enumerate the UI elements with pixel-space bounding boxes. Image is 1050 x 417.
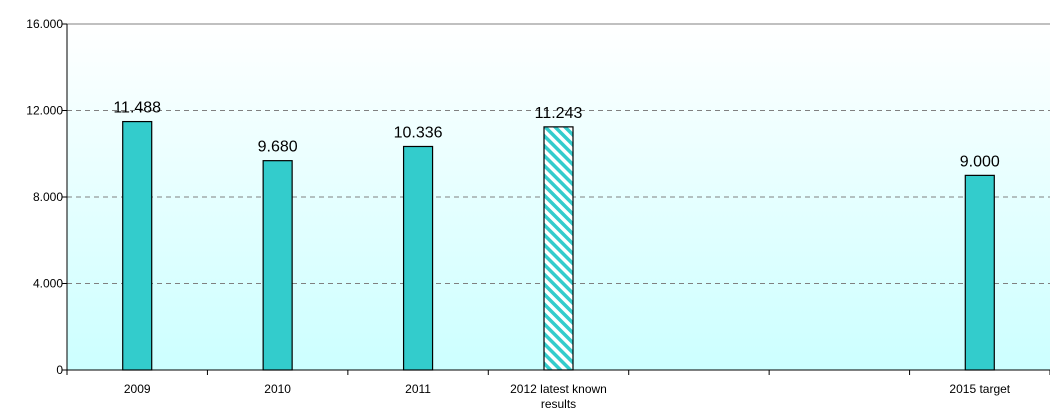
bar-4	[543, 126, 574, 371]
x-tick-label: 2010	[264, 382, 291, 396]
x-tick-label: 2012 latest known	[510, 382, 607, 396]
y-tick-label: 16.000	[26, 17, 63, 31]
data-label-7: 9.000	[960, 153, 1000, 170]
x-tick-label: 2009	[124, 382, 151, 396]
data-label-3: 10.336	[394, 124, 443, 141]
y-tick-label: 4.000	[33, 277, 63, 291]
data-label-2: 9.680	[258, 139, 298, 156]
bars	[122, 120, 995, 371]
bar-1	[122, 120, 153, 371]
gridlines	[67, 23, 1050, 284]
data-labels: 11.488 9.680 10.336 11.243 9.000	[113, 100, 1000, 171]
y-tick-label: 8.000	[33, 190, 63, 204]
x-tick-label: results	[541, 397, 576, 411]
y-tick-label: 12.000	[26, 104, 63, 118]
bar-2	[262, 160, 293, 371]
x-tick-label: 2015 target	[949, 382, 1010, 396]
bar-7	[964, 174, 995, 371]
bar-3	[402, 145, 434, 371]
data-label-1: 11.488	[113, 100, 161, 117]
y-tick-label: 0	[56, 363, 63, 377]
data-label-4: 11.243	[535, 105, 583, 122]
y-axis-ticks: 0 4.000 8.000 12.000 16.000	[26, 17, 67, 377]
x-tick-label: 2011	[405, 382, 431, 396]
